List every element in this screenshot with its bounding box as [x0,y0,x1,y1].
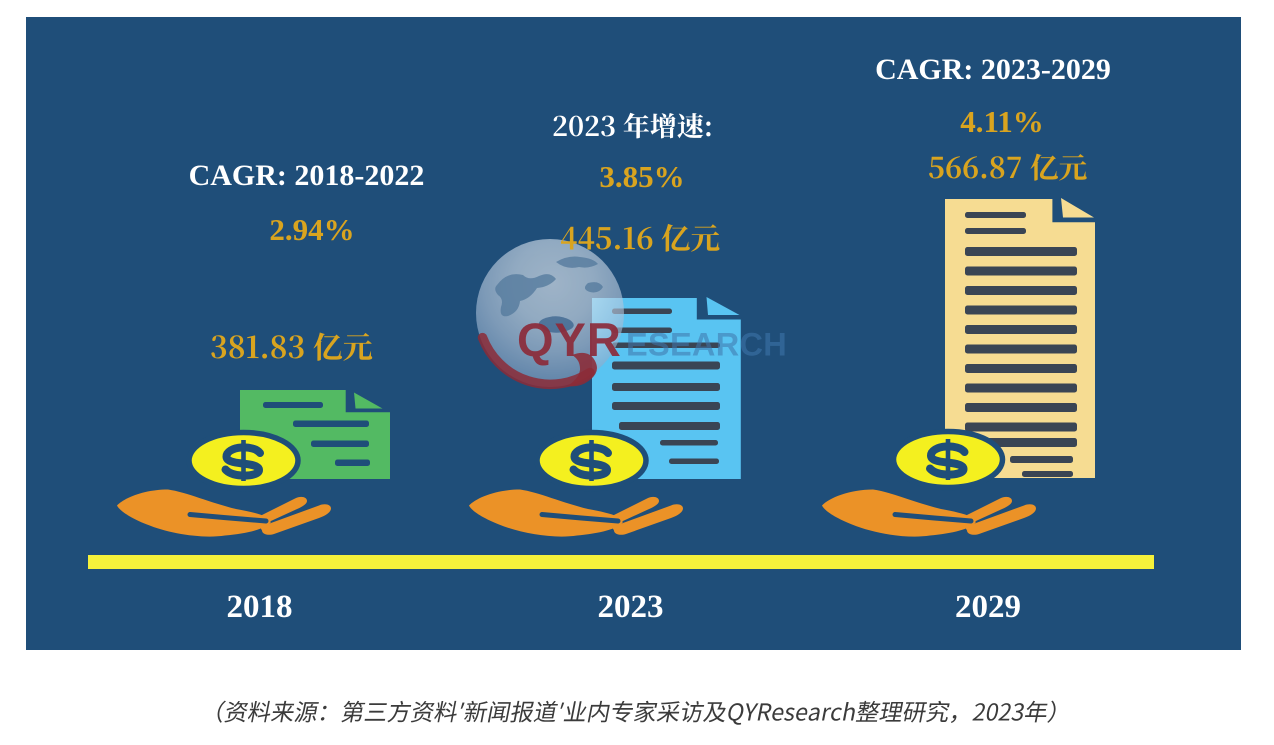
svg-text:2029: 2029 [955,589,1021,625]
svg-text:2.94%: 2.94% [269,212,354,247]
svg-text:ESEARCH: ESEARCH [626,327,787,363]
svg-text:4.11%: 4.11% [960,104,1044,139]
svg-text:3.85%: 3.85% [599,159,684,194]
svg-text:2023: 2023 [598,589,664,625]
svg-text:QYR: QYR [517,313,622,366]
svg-text:CAGR: 2023-2029: CAGR: 2023-2029 [875,53,1111,86]
svg-text:2018: 2018 [227,589,293,625]
svg-text:CAGR: 2018-2022: CAGR: 2018-2022 [189,159,425,192]
